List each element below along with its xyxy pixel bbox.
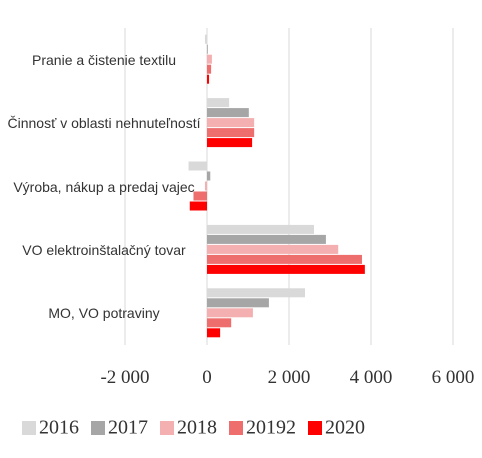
legend-swatch — [160, 421, 174, 435]
bar — [207, 171, 211, 181]
legend-label: 2018 — [177, 417, 217, 439]
bar — [207, 318, 232, 328]
bar — [207, 308, 253, 318]
bar — [207, 118, 255, 128]
bar — [207, 224, 315, 234]
bar — [207, 108, 249, 118]
bar — [207, 288, 305, 298]
x-tick-label: 6 000 — [432, 367, 475, 388]
bar — [207, 254, 362, 264]
bar — [207, 264, 365, 274]
bar — [207, 138, 253, 148]
category-label: VO elektroinštalačný tovar — [22, 241, 186, 258]
legend-label: 2017 — [108, 417, 148, 439]
category-label: Pranie a čistenie textilu — [32, 51, 176, 68]
legend-swatch — [229, 421, 243, 435]
bar — [193, 191, 207, 201]
category-label: Činnosť v oblasti nehnuteľností — [7, 115, 201, 132]
bar — [207, 234, 326, 244]
legend-swatch — [22, 421, 36, 435]
legend-label: 2016 — [39, 417, 79, 439]
x-tick-label: 0 — [202, 367, 212, 388]
bar — [207, 44, 208, 54]
x-tick-label: 4 000 — [350, 367, 393, 388]
x-tick-label: -2 000 — [100, 367, 149, 388]
bar — [207, 244, 339, 254]
bar — [207, 128, 255, 138]
legend-label: 2020 — [325, 417, 365, 439]
legend-swatch — [308, 421, 322, 435]
bar — [204, 34, 207, 44]
bar — [204, 181, 207, 191]
legend-swatch — [91, 421, 105, 435]
bar — [207, 74, 210, 84]
x-tick-label: 2 000 — [268, 367, 311, 388]
bar — [207, 98, 230, 108]
bar — [189, 201, 207, 211]
bar — [207, 298, 269, 308]
category-label: Výroba, nákup a predaj vajec — [13, 178, 195, 195]
bar — [188, 161, 207, 171]
legend-label: 20192 — [246, 417, 296, 439]
bar — [207, 54, 212, 64]
category-label: MO, VO potraviny — [48, 305, 160, 322]
bar — [207, 328, 221, 338]
bar — [207, 64, 212, 74]
